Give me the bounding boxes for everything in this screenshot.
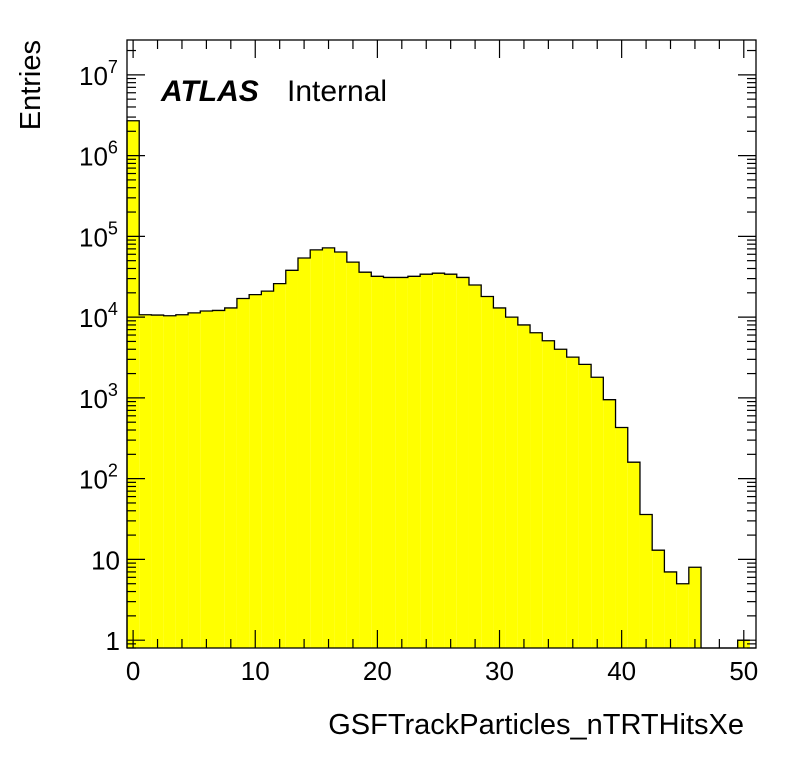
histogram-bar [139, 314, 152, 648]
histogram-bar [688, 567, 702, 648]
histogram-bar [346, 262, 360, 648]
histogram-bar [627, 462, 640, 648]
histogram-bar [310, 249, 323, 648]
histogram-bar [212, 310, 225, 648]
internal-label: Internal [287, 75, 387, 108]
histogram-bar [383, 277, 396, 648]
histogram-bar [432, 273, 445, 648]
histogram-bar [676, 583, 689, 648]
histogram-bar [420, 274, 433, 648]
y-tick-label: 105 [79, 218, 118, 252]
y-tick-label: 10 [91, 545, 120, 575]
histogram-bar [151, 315, 164, 648]
y-tick-label: 102 [79, 461, 118, 495]
histogram-bar [407, 276, 421, 648]
x-tick-label: 0 [126, 656, 140, 686]
histogram-bar [127, 120, 140, 648]
histogram-bar [542, 340, 555, 648]
y-tick-labels: 1 10 102 103 104 105 106 107 [79, 57, 120, 656]
histogram-bar [285, 270, 298, 648]
histogram-bar [652, 550, 665, 648]
histogram-bar [603, 399, 616, 648]
y-tick-label: 107 [79, 57, 118, 91]
histogram-bar [224, 307, 237, 648]
histogram-bar [163, 315, 176, 648]
histogram-bar [505, 317, 518, 648]
axis-ticks [127, 40, 756, 649]
histogram-bar [468, 284, 482, 648]
histogram-bar [188, 312, 201, 648]
histogram-bar [334, 252, 347, 649]
histogram-bar [578, 364, 592, 648]
histogram-bar [493, 307, 506, 648]
histogram-bar [371, 276, 384, 648]
histogram-bar [481, 296, 494, 648]
histogram-bar [261, 291, 274, 648]
x-tick-label: 30 [485, 656, 514, 686]
histogram-outline [126, 120, 750, 649]
histogram-bar [530, 332, 543, 648]
histogram-bar [273, 283, 286, 648]
histogram-bar [249, 294, 262, 648]
histogram-bar [444, 274, 457, 648]
histogram-bar [175, 314, 189, 648]
x-tick-label: 20 [363, 656, 392, 686]
histogram-bar [554, 349, 567, 648]
histogram-bar [456, 277, 469, 648]
histogram-bar [236, 298, 250, 648]
histogram-bar [395, 277, 408, 648]
x-tick-labels: 0 10 20 30 40 50 [126, 656, 758, 686]
x-tick-label: 50 [729, 656, 758, 686]
x-tick-label: 10 [241, 656, 270, 686]
plot-frame [126, 39, 757, 649]
histogram-bar [297, 257, 311, 648]
x-tick-label: 40 [607, 656, 636, 686]
y-tick-label: 1 [106, 626, 120, 656]
histogram-bar [359, 272, 372, 648]
y-tick-label: 103 [79, 380, 118, 414]
y-tick-label: 104 [79, 299, 118, 333]
y-axis-label: Entries [15, 40, 47, 130]
histogram-bar [517, 324, 531, 648]
histogram-bar [615, 427, 628, 648]
atlas-label: ATLAS [160, 75, 259, 108]
x-axis-label: GSFTrackParticles_nTRTHitsXe [328, 709, 744, 741]
histogram-bars [127, 120, 750, 649]
histogram-bar [200, 311, 213, 648]
histogram-bar [664, 571, 677, 648]
y-tick-label: 106 [79, 138, 118, 172]
histogram-bar [566, 357, 579, 648]
histogram-bar [591, 377, 604, 648]
histogram-bar [639, 514, 653, 648]
histogram-bar [322, 247, 335, 648]
